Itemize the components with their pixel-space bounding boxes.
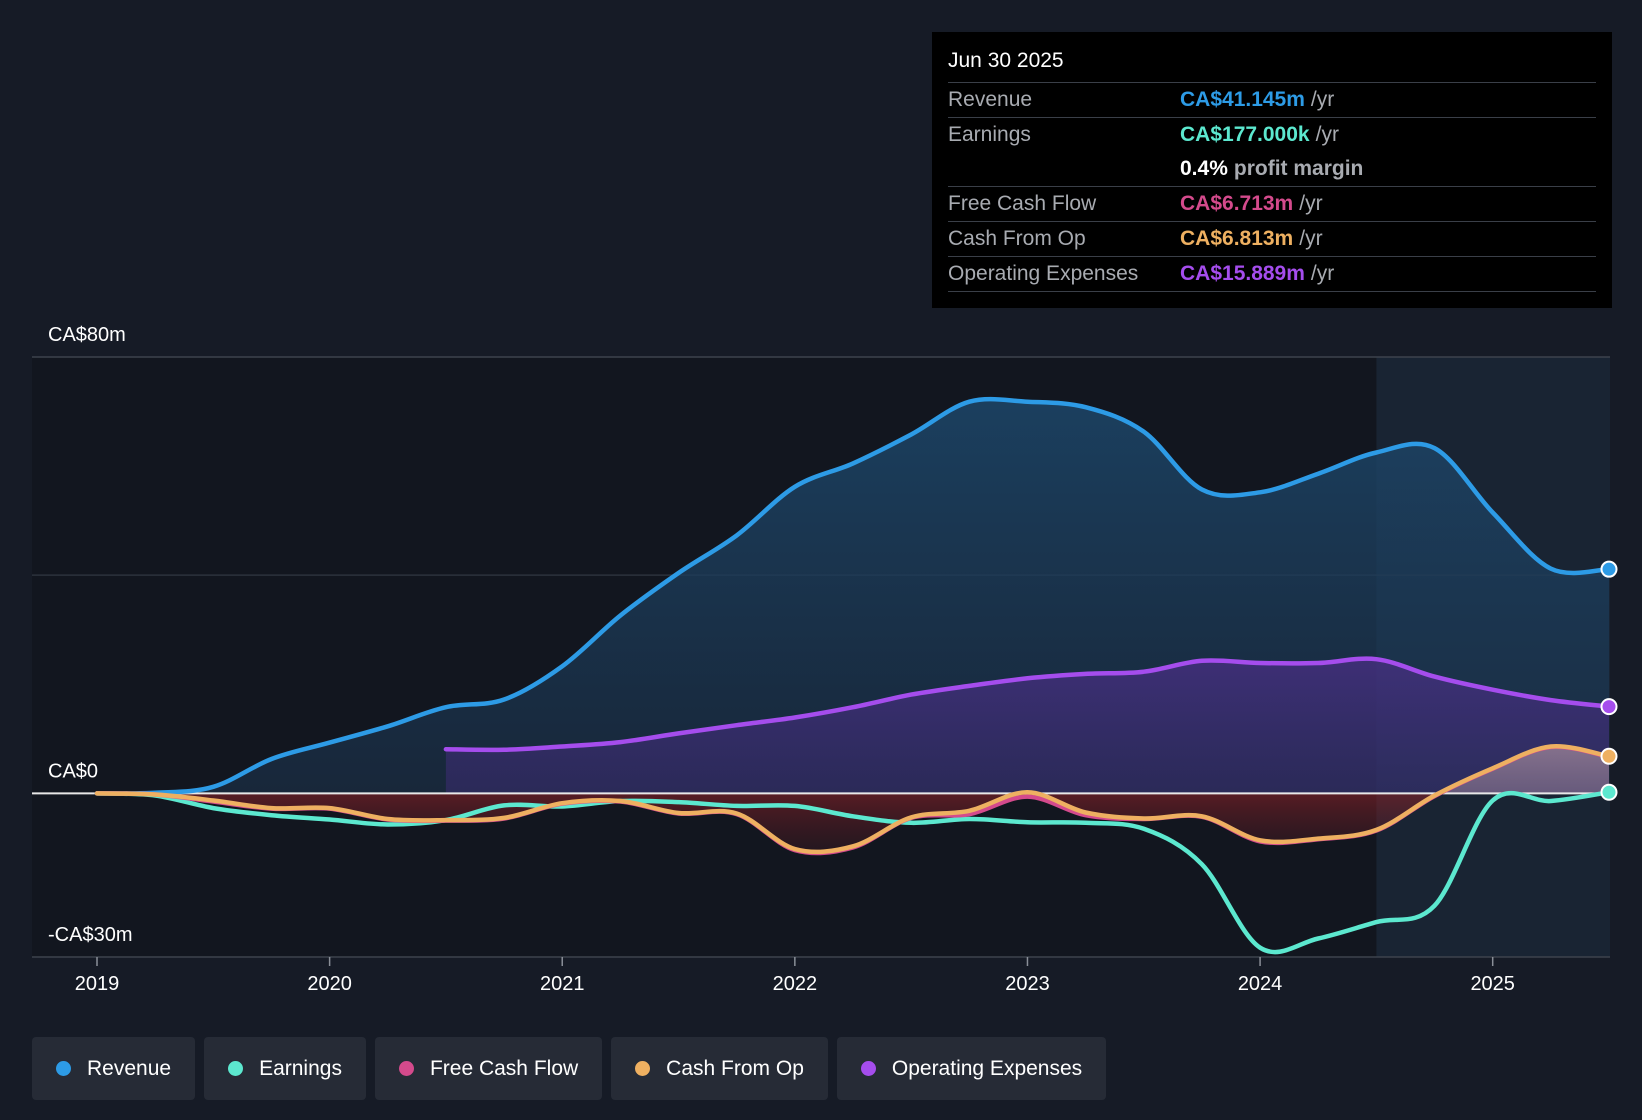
tooltip-label: Free Cash Flow — [948, 192, 1097, 215]
tooltip-row-revenue: Revenue CA$41.145m /yr — [948, 83, 1596, 118]
legend: Revenue Earnings Free Cash Flow Cash Fro… — [32, 1037, 1107, 1100]
legend-item-revenue[interactable]: Revenue — [32, 1037, 196, 1100]
legend-label: Revenue — [87, 1056, 172, 1080]
cash-from-op-dot-icon — [635, 1061, 651, 1076]
earnings-dot-icon — [228, 1061, 244, 1076]
tooltip-row-earnings: Earnings CA$177.000k /yr — [948, 118, 1596, 152]
x-tick-label: 2020 — [307, 973, 352, 995]
y-axis-label: CA$80m — [48, 324, 126, 346]
revenue-endpoint — [1600, 560, 1618, 578]
x-tick-label: 2022 — [773, 973, 818, 995]
cash-negative-area — [97, 793, 1609, 852]
x-tick-label: 2023 — [1005, 973, 1050, 995]
tooltip-value: CA$6.713m — [1180, 192, 1294, 215]
tooltip-label: Revenue — [948, 88, 1033, 111]
tooltip-row-opex: Operating Expenses CA$15.889m /yr — [948, 257, 1596, 292]
operating-expenses-area — [445, 658, 1609, 794]
earnings-endpoint — [1600, 783, 1618, 801]
legend-label: Operating Expenses — [891, 1056, 1083, 1080]
y-axis-label: CA$0 — [48, 760, 98, 782]
tooltip-value: 0.4% — [1180, 157, 1228, 180]
legend-label: Earnings — [259, 1056, 342, 1080]
x-tick-label: 2019 — [75, 973, 120, 995]
tooltip-unit: /yr — [1310, 262, 1335, 285]
tooltip-label: Cash From Op — [948, 227, 1086, 250]
tooltip-unit: /yr — [1299, 227, 1323, 250]
x-tick-label: 2025 — [1470, 973, 1515, 995]
tooltip-unit: /yr — [1299, 192, 1323, 215]
legend-item-earnings[interactable]: Earnings — [204, 1037, 366, 1100]
tooltip-row-margin: 0.4% profit margin — [948, 152, 1596, 187]
chart-area: CA$80m CA$0 -CA$30m 2019 2020 2021 2022 2023 20… — [32, 324, 1618, 995]
operating-expenses-line — [443, 656, 1612, 753]
tooltip-row-cfo: Cash From Op CA$6.813m /yr — [948, 222, 1596, 257]
tooltip-label: Earnings — [948, 123, 1031, 146]
tooltip: Jun 30 2025 Revenue CA$41.145m /yr Earni… — [932, 32, 1612, 308]
tooltip-unit: profit margin — [1233, 157, 1364, 180]
y-axis-label: -CA$30m — [48, 924, 132, 946]
x-tick-label: 2024 — [1238, 973, 1283, 995]
operating-expenses-dot-icon — [860, 1061, 876, 1076]
tooltip-label — [948, 152, 1180, 186]
legend-item-cash-from-op[interactable]: Cash From Op — [611, 1037, 828, 1100]
legend-label: Cash From Op — [666, 1056, 804, 1080]
revenue-dot-icon — [56, 1061, 71, 1076]
tooltip-unit: /yr — [1315, 123, 1339, 146]
tooltip-value: CA$177.000k — [1180, 123, 1310, 146]
legend-item-operating-expenses[interactable]: Operating Expenses — [836, 1037, 1107, 1100]
tooltip-value: CA$15.889m — [1180, 262, 1305, 285]
tooltip-unit: /yr — [1310, 88, 1335, 111]
revenue-line — [94, 396, 1612, 796]
tooltip-row-fcf: Free Cash Flow CA$6.713m /yr — [948, 187, 1596, 222]
legend-item-free-cash-flow[interactable]: Free Cash Flow — [374, 1037, 603, 1100]
operating-expenses-endpoint — [1600, 698, 1618, 716]
free-cash-flow-dot-icon — [398, 1061, 414, 1076]
tooltip-date: Jun 30 2025 — [948, 46, 1596, 83]
earnings-line — [94, 790, 1612, 955]
x-tick-label: 2021 — [540, 973, 585, 995]
cash-from-op-endpoint — [1600, 747, 1618, 765]
cash-from-op-line — [94, 744, 1612, 855]
legend-label: Free Cash Flow — [429, 1056, 579, 1080]
tooltip-value: CA$6.813m — [1180, 227, 1294, 250]
tooltip-label: Operating Expenses — [948, 262, 1139, 285]
tooltip-value: CA$41.145m — [1180, 88, 1305, 111]
